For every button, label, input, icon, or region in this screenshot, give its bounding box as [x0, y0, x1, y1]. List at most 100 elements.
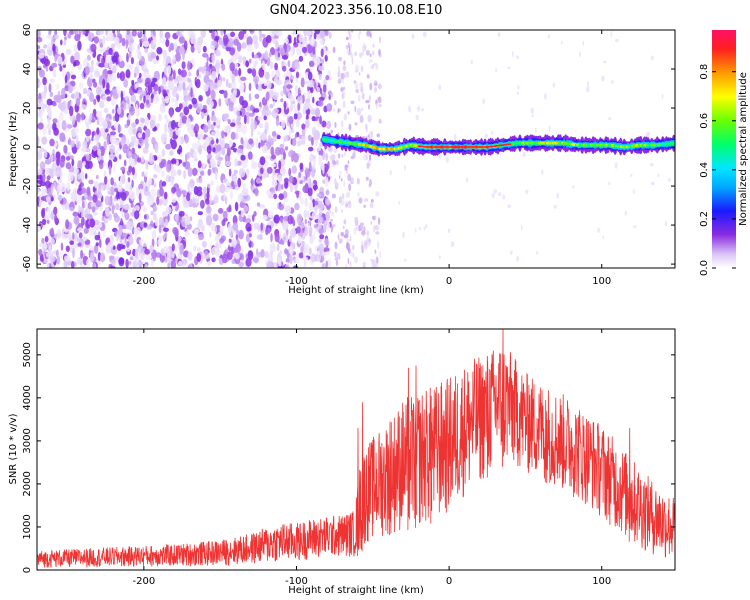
spectrogram-noise-cell — [159, 37, 166, 44]
spectrogram-noise-cell — [207, 120, 211, 130]
spectrogram-noise-cell — [225, 99, 228, 105]
spectrogram-noise-cell — [230, 122, 236, 127]
spectrogram-noise-cell — [325, 198, 331, 206]
spectrogram-noise-cell — [376, 258, 379, 264]
spectrogram-noise-cell — [343, 86, 346, 91]
spectrogram-noise-cell — [252, 54, 259, 59]
spectrogram-noise-cell — [284, 205, 292, 215]
spectrogram-noise-cell — [146, 254, 152, 261]
spectrogram-noise-cell — [146, 195, 151, 205]
spectrogram-noise-cell — [349, 235, 352, 242]
spectrogram-noise-cell — [56, 249, 59, 258]
spectrogram-noise-cell — [171, 243, 175, 252]
spectrogram-noise-cell — [176, 93, 179, 102]
spectrogram-noise-cell — [211, 53, 215, 64]
spectrogram-noise-cell — [224, 125, 231, 135]
spectrogram-noise-cell — [180, 69, 187, 78]
spectrogram-noise-cell — [205, 198, 210, 205]
spectrogram-noise-cell — [352, 151, 356, 159]
spectrogram-noise-cell — [586, 86, 590, 93]
spectrogram-noise-cell — [229, 93, 234, 99]
spectrogram-noise-cell — [106, 183, 111, 192]
spectrogram-noise-cell — [156, 46, 163, 55]
spectrogram-noise-cell — [233, 38, 240, 46]
spectrogram-noise-cell — [378, 49, 381, 56]
spectrogram-noise-cell — [183, 106, 190, 116]
spectrogram-noise-cell — [335, 181, 339, 186]
spectrogram-noise-cell — [126, 119, 131, 127]
spectrogram-noise-cell — [138, 246, 141, 256]
spectrogram-noise-cell — [307, 71, 313, 81]
spectrogram-noise-cell — [206, 154, 213, 159]
spectrogram-noise-cell — [214, 129, 220, 140]
spectrogram-noise-cell — [308, 60, 315, 67]
spectrogram-noise-cell — [114, 187, 119, 193]
spectrogram-noise-cell — [291, 128, 295, 133]
spectrogram-noise-cell — [104, 176, 108, 185]
spectrogram-noise-cell — [184, 198, 187, 204]
spectrogram-noise-cell — [438, 84, 442, 91]
spectrogram-noise-cell — [37, 188, 41, 194]
spectrogram-noise-cell — [345, 203, 349, 208]
spectrogram-noise-cell — [154, 143, 159, 154]
spectrogram-noise-cell — [296, 112, 302, 120]
spectrogram-noise-cell — [308, 146, 314, 152]
spectrogram-noise-cell — [345, 192, 350, 198]
spectrogram-noise-cell — [212, 147, 216, 153]
spectrogram-noise-cell — [191, 57, 195, 66]
spectrogram-noise-cell — [347, 71, 349, 78]
spectrogram-noise-cell — [120, 191, 127, 201]
spectrogram-noise-cell — [205, 61, 209, 68]
spectrogram-noise-cell — [37, 36, 43, 43]
spectrogram-noise-cell — [340, 72, 345, 80]
spectrogram-noise-cell — [586, 81, 590, 87]
spectrogram-noise-cell — [281, 184, 284, 190]
x-tick-label: 100 — [592, 276, 611, 287]
spectrogram-noise-cell — [285, 257, 290, 264]
spectrogram-noise-cell — [297, 87, 301, 97]
spectrogram-noise-cell — [358, 52, 363, 58]
spectrogram-noise-cell — [41, 209, 45, 219]
spectrogram-noise-cell — [73, 61, 76, 67]
spectrogram-noise-cell — [221, 63, 226, 71]
spectrogram-noise-cell — [365, 153, 368, 161]
spectrogram-noise-cell — [271, 131, 277, 137]
spectrogram-noise-cell — [267, 194, 274, 199]
spectrogram-noise-cell — [85, 173, 88, 180]
spectrogram-noise-cell — [411, 33, 415, 40]
spectrogram-noise-cell — [201, 240, 207, 248]
spectrogram-noise-cell — [263, 81, 268, 87]
spectrogram-noise-cell — [294, 91, 299, 98]
spectrogram-noise-cell — [94, 135, 100, 142]
spectrogram-noise-cell — [516, 255, 520, 262]
spectrogram-noise-cell — [535, 251, 539, 255]
spectrogram-noise-cell — [207, 183, 211, 189]
figure-title: GN04.2023.356.10.08.E10 — [270, 3, 443, 18]
spectrogram-noise-cell — [81, 112, 85, 121]
spectrogram-noise-cell — [76, 258, 81, 265]
spectrogram-noise-cell — [522, 151, 526, 158]
spectrogram-noise-cell — [141, 171, 145, 177]
spectrogram-noise-cell — [142, 147, 149, 154]
spectrogram-noise-cell — [196, 106, 202, 114]
spectrogram-noise-cell — [53, 127, 59, 136]
spectrogram-noise-cell — [248, 93, 252, 102]
spectrogram-noise-cell — [197, 247, 201, 254]
spectrogram-noise-cell — [180, 152, 183, 157]
spectrogram-noise-cell — [202, 84, 209, 92]
spectrogram-noise-cell — [136, 227, 141, 235]
spectrogram-noise-cell — [126, 52, 129, 63]
spectrogram-noise-cell — [329, 218, 333, 222]
spectrogram-noise-cell — [358, 33, 360, 41]
spectrogram-noise-cell — [288, 175, 294, 184]
spectrogram-noise-cell — [61, 233, 68, 240]
spectrogram-noise-cell — [211, 257, 216, 263]
spectrogram-noise-cell — [102, 78, 106, 89]
spectrogram-noise-cell — [237, 177, 242, 188]
spectrogram-noise-cell — [200, 199, 205, 209]
spectrogram-noise-cell — [128, 206, 132, 214]
spectrogram-noise-cell — [165, 218, 168, 226]
spectrogram-noise-cell — [61, 120, 67, 131]
spectrogram-noise-cell — [107, 70, 113, 75]
spectrogram-noise-cell — [310, 253, 316, 263]
